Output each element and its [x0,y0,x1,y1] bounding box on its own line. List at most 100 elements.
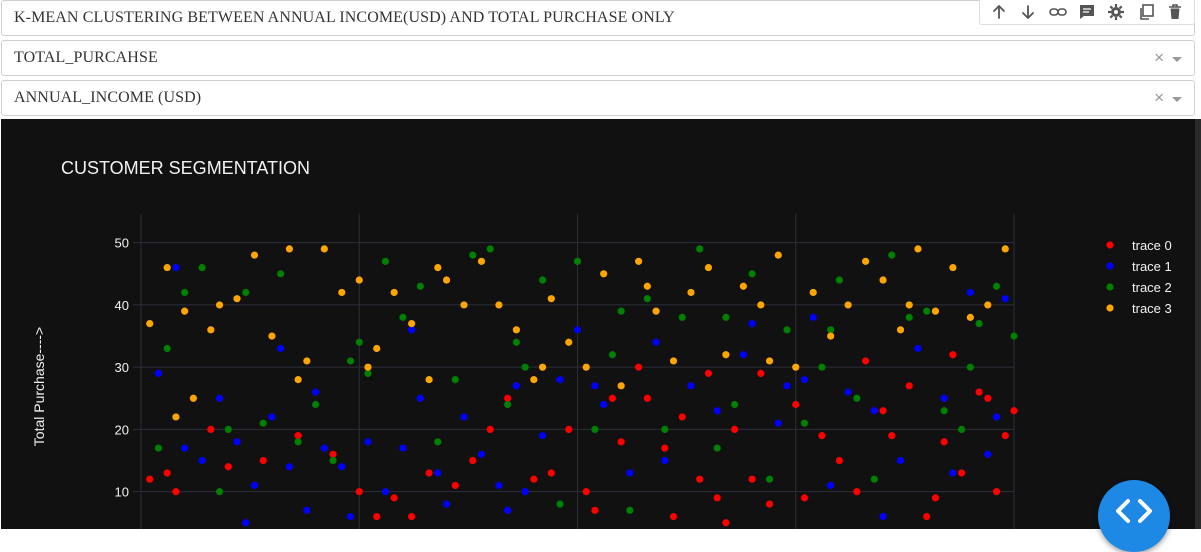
scatter-point-trace-1[interactable] [774,419,782,427]
scatter-point-trace-2[interactable] [626,506,634,514]
scatter-point-trace-2[interactable] [940,407,948,415]
scatter-point-trace-1[interactable] [573,326,582,334]
scatter-point-trace-1[interactable] [442,500,451,508]
scatter-point-trace-2[interactable] [364,369,372,377]
scatter-point-trace-3[interactable] [146,319,154,328]
scatter-point-trace-0[interactable] [835,456,844,465]
legend-marker[interactable] [1106,262,1114,270]
scatter-point-trace-3[interactable] [477,257,486,265]
scatter-point-trace-3[interactable] [338,288,346,297]
scatter-point-trace-3[interactable] [643,282,651,290]
scatter-point-trace-3[interactable] [582,363,590,371]
scatter-point-trace-3[interactable] [268,332,276,340]
scatter-point-trace-3[interactable] [303,357,311,365]
arrow-down-icon[interactable] [1017,1,1039,23]
scatter-point-trace-1[interactable] [399,444,407,452]
scatter-point-trace-0[interactable] [163,469,171,477]
scatter-point-trace-1[interactable] [984,450,992,458]
scatter-point-trace-3[interactable] [565,338,573,346]
scatter-point-trace-3[interactable] [547,295,555,303]
scatter-point-trace-0[interactable] [800,494,809,502]
scatter-point-trace-0[interactable] [949,351,957,359]
scatter-point-trace-0[interactable] [704,369,713,377]
scatter-point-trace-0[interactable] [905,382,913,390]
scatter-point-trace-0[interactable] [608,394,617,402]
scatter-point-trace-3[interactable] [1001,245,1009,253]
scatter-point-trace-2[interactable] [434,438,442,446]
scatter-point-trace-0[interactable] [355,488,363,496]
scatter-point-trace-3[interactable] [635,257,643,265]
scatter-point-trace-1[interactable] [460,413,468,421]
scatter-point-trace-1[interactable] [495,481,503,490]
comment-icon[interactable] [1076,1,1098,23]
scatter-point-trace-0[interactable] [469,456,477,465]
scatter-point-trace-3[interactable] [373,344,381,353]
link-icon[interactable] [1047,1,1069,23]
scatter-point-trace-1[interactable] [312,388,320,396]
scatter-point-trace-0[interactable] [861,357,870,365]
scatter-point-trace-3[interactable] [914,245,922,253]
scatter-point-trace-2[interactable] [888,251,896,259]
scatter-point-trace-0[interactable] [530,475,538,483]
chevron-down-icon[interactable] [1172,57,1182,62]
legend-label[interactable]: trace 1 [1132,259,1172,274]
scatter-point-trace-1[interactable] [338,463,346,471]
scatter-point-trace-3[interactable] [460,301,468,309]
scatter-point-trace-3[interactable] [931,307,940,315]
scatter-point-trace-0[interactable] [958,469,966,477]
scatter-point-trace-1[interactable] [661,456,669,465]
scatter-point-trace-1[interactable] [1001,295,1009,303]
scatter-point-trace-3[interactable] [792,363,800,371]
scatter-point-trace-1[interactable] [268,413,276,421]
scatter-point-trace-0[interactable] [765,500,774,508]
scatter-point-trace-0[interactable] [888,432,896,440]
scatter-point-trace-2[interactable] [827,326,835,334]
scatter-point-trace-2[interactable] [556,500,564,508]
scatter-point-trace-2[interactable] [294,438,302,446]
scatter-point-trace-1[interactable] [538,432,547,440]
scatter-point-trace-2[interactable] [163,344,171,353]
scatter-point-trace-3[interactable] [896,326,905,334]
scatter-point-trace-1[interactable] [879,512,887,521]
scatter-point-trace-3[interactable] [425,376,433,384]
scatter-point-trace-2[interactable] [512,338,520,346]
y-axis-clear-icon[interactable]: × [1154,48,1164,67]
scatter-point-trace-3[interactable] [669,357,678,365]
scatter-point-trace-3[interactable] [408,319,416,328]
scatter-point-trace-3[interactable] [215,301,224,309]
scatter-point-trace-2[interactable] [617,307,625,315]
scatter-point-trace-0[interactable] [923,512,931,521]
scatter-point-trace-0[interactable] [713,494,721,502]
scatter-point-trace-2[interactable] [870,475,878,483]
chevron-down-icon[interactable] [1172,97,1182,102]
scatter-point-trace-1[interactable] [940,394,948,402]
scatter-point-trace-3[interactable] [809,288,817,297]
scatter-point-trace-2[interactable] [346,357,355,365]
scatter-point-trace-3[interactable] [687,288,695,297]
scatter-point-trace-1[interactable] [346,512,355,521]
scatter-point-trace-3[interactable] [600,270,608,278]
scatter-point-trace-3[interactable] [538,363,547,371]
scatter-point-trace-1[interactable] [320,444,328,452]
scatter-point-trace-2[interactable] [713,444,721,452]
scatter-point-trace-3[interactable] [233,295,241,303]
scatter-point-trace-3[interactable] [364,363,372,371]
scatter-point-trace-2[interactable] [451,376,459,384]
scatter-point-trace-0[interactable] [748,475,756,483]
legend-marker[interactable] [1106,241,1114,249]
scatter-point-trace-0[interactable] [635,363,643,371]
scatter-point-trace-2[interactable] [416,282,424,290]
scatter-point-trace-1[interactable] [827,481,835,490]
scatter-point-trace-0[interactable] [731,425,739,434]
scatter-point-trace-2[interactable] [224,425,232,434]
scatter-point-trace-0[interactable] [643,394,651,402]
scatter-point-trace-1[interactable] [949,469,957,477]
scatter-point-trace-0[interactable] [984,394,992,402]
scatter-point-trace-1[interactable] [748,319,756,328]
scatter-point-trace-1[interactable] [687,382,695,390]
scatter-point-trace-0[interactable] [975,388,983,396]
scatter-point-trace-0[interactable] [661,444,669,452]
scatter-point-trace-1[interactable] [713,407,721,415]
scatter-point-trace-2[interactable] [722,313,730,321]
scatter-point-trace-3[interactable] [495,301,503,309]
